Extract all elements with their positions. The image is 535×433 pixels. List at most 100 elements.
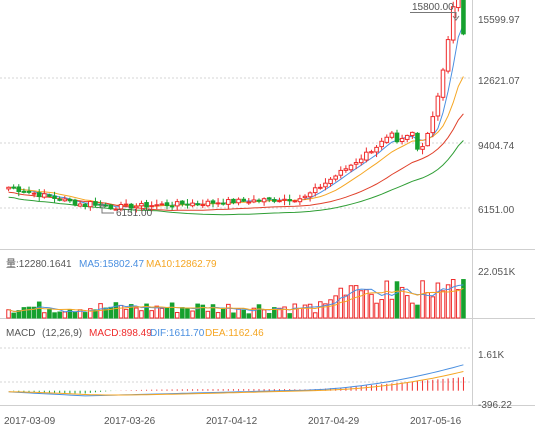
volume-bar [384, 280, 390, 319]
candle-body [323, 182, 328, 188]
candle-body [440, 69, 446, 98]
candle [77, 200, 83, 208]
candle-body [420, 146, 425, 150]
candle-body [154, 204, 160, 207]
volume-bar [139, 310, 144, 319]
macd-legend: MACD (12,26,9) MACD:898.49 DIF:1611.70 D… [6, 328, 264, 339]
volume-bar [256, 304, 262, 319]
candle-body [358, 158, 364, 164]
candle [307, 191, 313, 202]
volume-bar [226, 303, 231, 319]
candle-body [430, 116, 436, 134]
candle-body [82, 203, 88, 207]
volume-bar [343, 294, 349, 319]
volume-bar [215, 312, 221, 319]
candle [256, 198, 262, 204]
candle [384, 134, 390, 144]
volume-bar [190, 310, 195, 319]
candle [169, 201, 175, 211]
candle [312, 183, 318, 197]
candle [205, 198, 211, 208]
volume-bar [123, 308, 129, 319]
volume-ma5-line [8, 284, 464, 313]
volume-bar [287, 313, 292, 319]
candle-body [108, 204, 114, 210]
candle-body [282, 198, 287, 201]
candle [282, 194, 287, 206]
volume-bar [379, 299, 384, 319]
candle-body [205, 200, 211, 207]
volume-bar [404, 295, 410, 319]
volume-bar [26, 306, 32, 319]
candle [6, 186, 11, 192]
volume-bar [430, 296, 436, 319]
candle-body [88, 201, 93, 208]
candle [82, 202, 88, 210]
candle-body [190, 202, 195, 207]
macd-legend-params: (12,26,9) [42, 328, 82, 339]
candle [302, 194, 308, 200]
candle-body [394, 132, 400, 143]
candle-body [134, 205, 139, 209]
volume-bar [144, 303, 149, 319]
candle-body [169, 205, 175, 208]
volume-ma10-line [8, 287, 464, 312]
price-tick-3: 9404.74 [478, 141, 515, 152]
volume-bar [328, 299, 333, 319]
candle-body [103, 204, 108, 207]
candle-body [256, 199, 262, 202]
candle-body [185, 203, 190, 206]
volume-bar [128, 304, 134, 319]
candle [200, 199, 206, 209]
volume-bar [456, 289, 461, 319]
candle [389, 130, 395, 140]
volume-bar [236, 308, 241, 319]
candle-body [144, 202, 149, 208]
volume-legend-ma10: MA10:12862.79 [146, 259, 217, 270]
candle-body [328, 178, 333, 185]
volume-ma-lines [8, 284, 464, 313]
candle-body [195, 203, 200, 206]
volume-bar [445, 284, 451, 319]
candle [425, 131, 430, 147]
candle [266, 196, 272, 203]
candle [404, 134, 410, 143]
candle [72, 198, 78, 207]
volume-bar [6, 309, 11, 319]
volume-bar [312, 312, 318, 319]
candle [374, 145, 379, 158]
candle [287, 194, 292, 206]
volume-bar [333, 295, 338, 319]
candle [420, 142, 425, 155]
candle-body [266, 197, 272, 200]
min-price-label: 6151.00 [116, 208, 153, 219]
candlesticks [6, 0, 466, 213]
candle [236, 197, 241, 206]
candle [57, 196, 62, 202]
candle-body [215, 202, 221, 205]
volume-bar [435, 282, 441, 319]
volume-bar [415, 304, 420, 319]
volume-bar [246, 313, 252, 319]
volume-bar [323, 303, 328, 319]
date-tick-4: 2017-04-29 [308, 416, 360, 427]
candle [62, 196, 68, 202]
volume-bar [169, 302, 175, 319]
candle-body [174, 201, 180, 207]
grid [0, 77, 472, 383]
candle [292, 199, 298, 203]
candle [297, 194, 303, 206]
candle [36, 189, 42, 202]
candle [47, 193, 52, 198]
price-tick-4: 6151.00 [478, 205, 515, 216]
volume-bar [261, 309, 267, 319]
volume-bar [82, 312, 88, 319]
volume-bar [47, 308, 52, 319]
candle [42, 189, 47, 199]
candle [139, 200, 144, 211]
date-tick-5: 2017-05-16 [410, 416, 462, 427]
macd-tick-low: -396.22 [478, 400, 512, 411]
volume-bar [292, 303, 298, 319]
date-tick-2: 2017-03-26 [104, 416, 156, 427]
